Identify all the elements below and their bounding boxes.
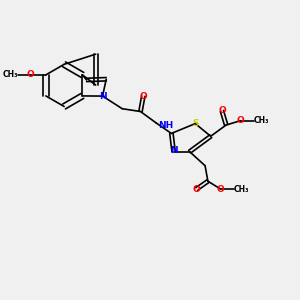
Text: O: O [193, 184, 200, 194]
Text: O: O [140, 92, 147, 100]
Text: O: O [26, 70, 34, 80]
Text: N: N [99, 92, 106, 100]
Text: CH₃: CH₃ [254, 116, 269, 125]
Text: CH₃: CH₃ [2, 70, 18, 80]
Text: O: O [217, 184, 224, 194]
Text: O: O [236, 116, 244, 125]
Text: CH₃: CH₃ [234, 184, 250, 194]
Text: NH: NH [158, 121, 173, 130]
Text: N: N [170, 146, 177, 155]
Text: S: S [192, 119, 199, 128]
Text: O: O [218, 106, 226, 116]
